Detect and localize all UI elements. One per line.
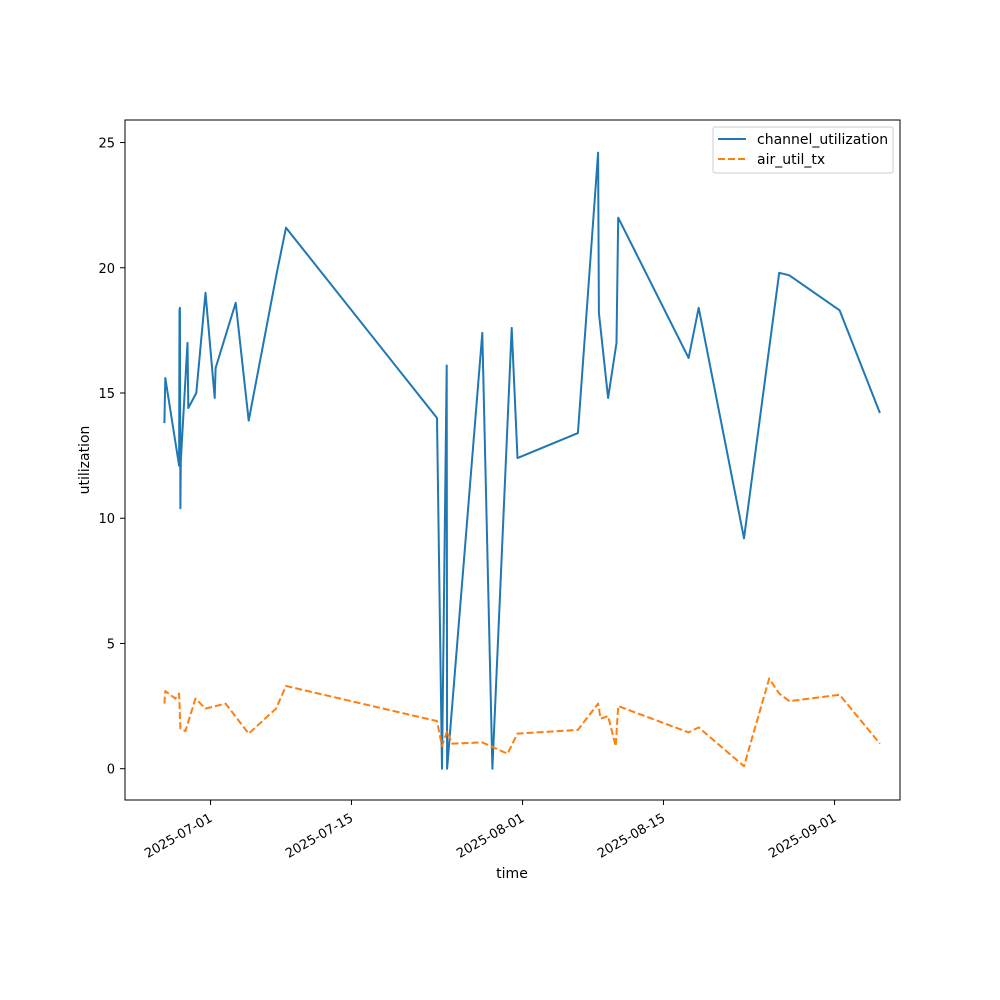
legend-frame [712, 126, 894, 174]
y-tick-label: 15 [98, 387, 115, 402]
y-tick-label: 25 [98, 137, 115, 152]
y-tick-label: 10 [98, 512, 115, 527]
x-tick-label: 2025-07-01 [142, 811, 215, 862]
y-axis-title: utilization [77, 426, 93, 495]
series-line-air_util_tx [163, 677, 881, 768]
y-tick-label: 5 [107, 637, 115, 652]
y-tick-label: 0 [107, 763, 115, 778]
x-axis: 2025-07-01 2025-07-15 2025-08-01 2025-08-15… [142, 800, 839, 862]
x-tick-label: 2025-07-15 [283, 811, 356, 862]
y-axis: 0 5 10 15 20 25 [98, 137, 125, 778]
x-axis-title: time [496, 866, 528, 882]
y-tick-label: 20 [98, 262, 115, 277]
x-tick-label: 2025-08-15 [595, 811, 668, 862]
legend-label-air_util_tx: air_util_tx [757, 152, 825, 168]
x-tick-label: 2025-08-01 [454, 811, 527, 862]
series-line-channel_utilization [163, 151, 881, 770]
series-layer [163, 151, 881, 770]
legend: channel_utilization air_util_tx [712, 126, 894, 174]
plot-area-frame [124, 119, 901, 801]
legend-label-channel_utilization: channel_utilization [757, 132, 888, 148]
x-tick-label: 2025-09-01 [766, 811, 839, 862]
